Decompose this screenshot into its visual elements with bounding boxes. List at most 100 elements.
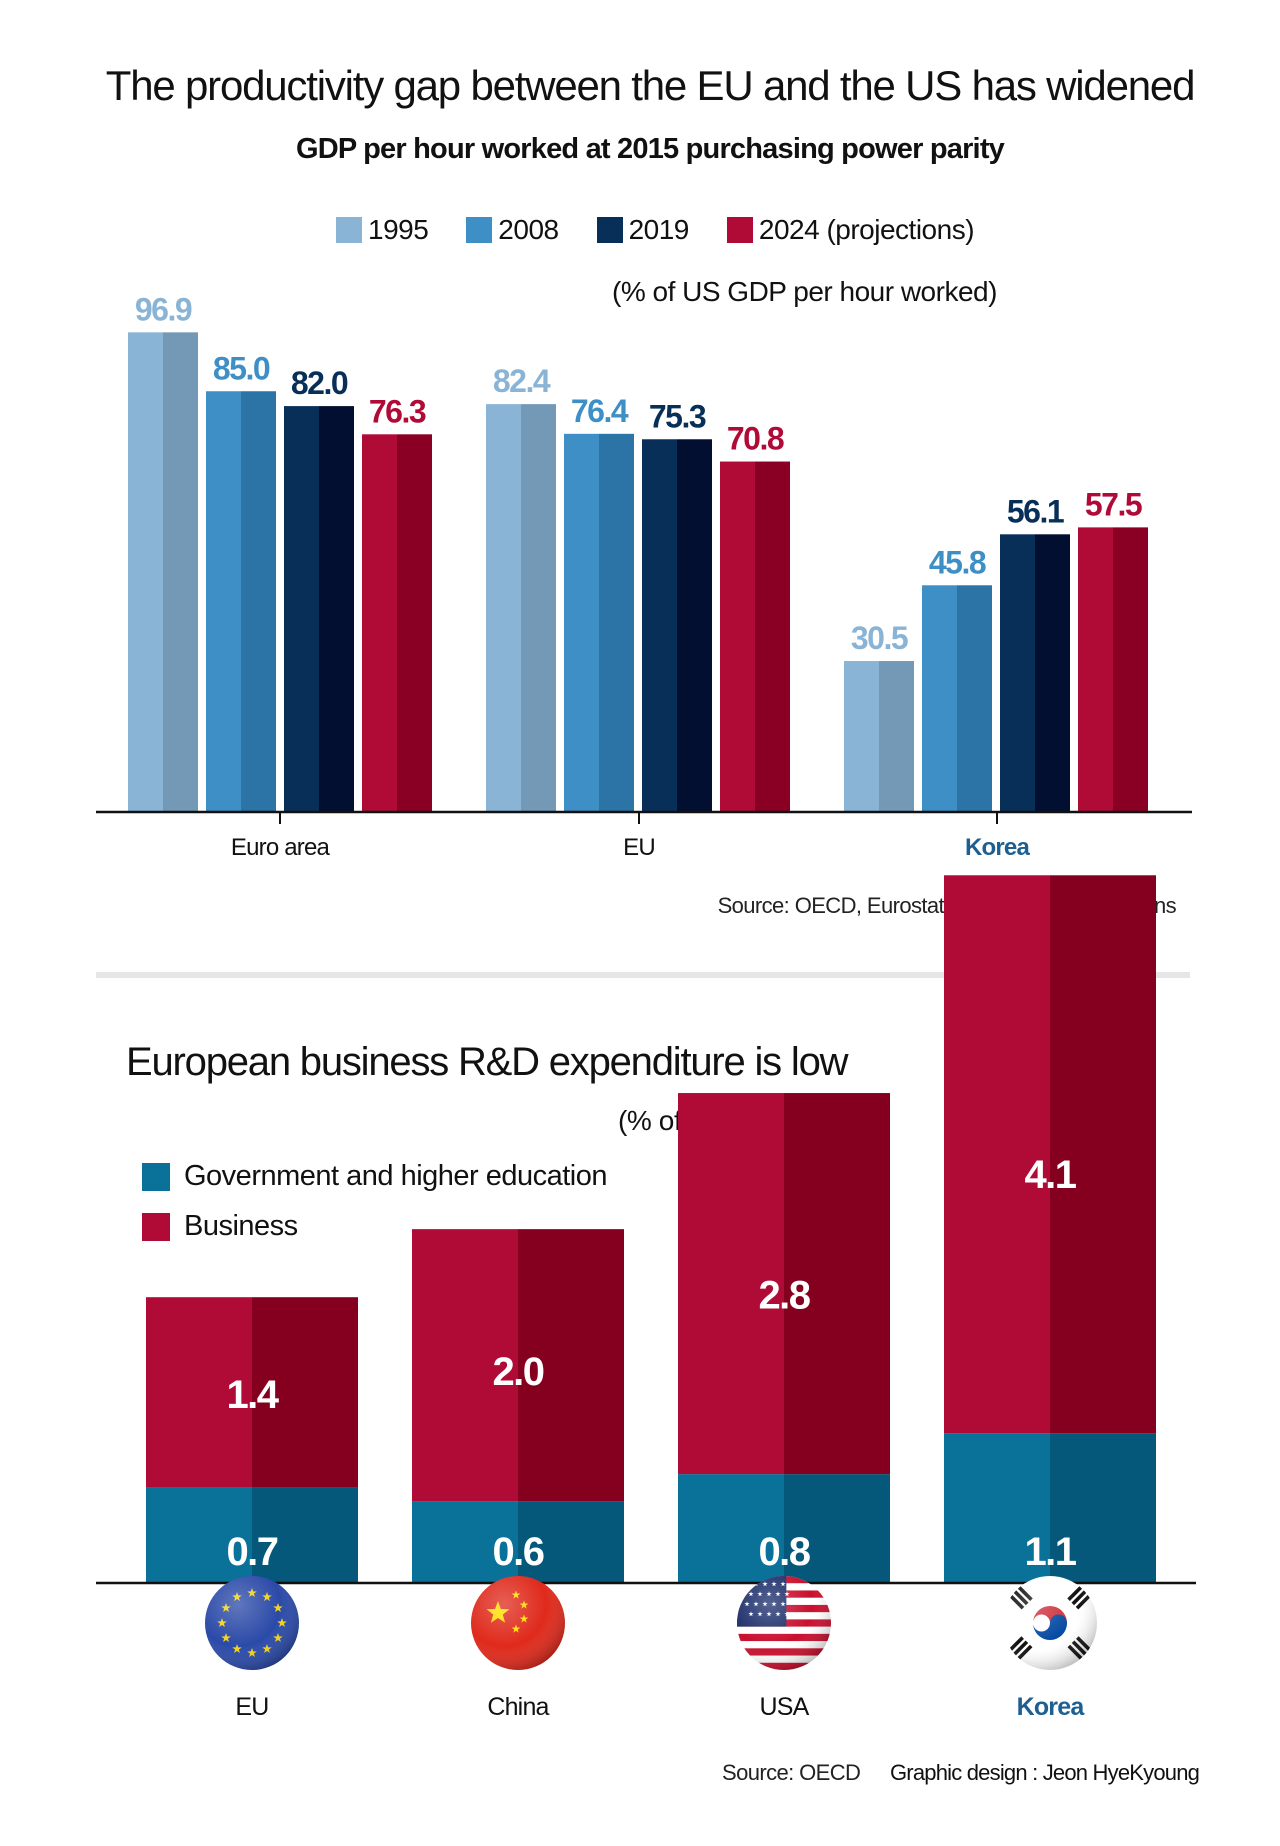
data-label: 76.3 <box>369 393 426 429</box>
bar-eu-2019 <box>642 439 712 812</box>
bar-face <box>206 391 241 812</box>
bar-shade <box>1050 1433 1156 1583</box>
bar-face <box>412 1229 518 1502</box>
eu-flag-icon <box>205 1576 299 1670</box>
data-label: 57.5 <box>1085 486 1142 522</box>
legend-swatch <box>336 217 362 243</box>
bar-shade <box>784 1474 890 1583</box>
bar-shade <box>599 433 634 812</box>
china-flag-icon <box>471 1576 565 1670</box>
bar-shade <box>1050 875 1156 1434</box>
data-label: 56.1 <box>1007 493 1064 529</box>
bar-shade <box>879 661 914 812</box>
bar-eu-business <box>146 1297 358 1488</box>
legend-item-business: Business <box>142 1210 298 1243</box>
legend-swatch <box>142 1212 170 1241</box>
bar-shade <box>957 585 992 812</box>
bar-eu-2024-projections <box>720 461 790 812</box>
legend-label: 1995 <box>368 214 429 245</box>
legend-label: 2024 (projections) <box>758 214 975 245</box>
bar-euro-area-2008 <box>206 391 276 812</box>
bar-face <box>944 875 1050 1434</box>
bar-shade <box>518 1229 624 1502</box>
bar-face <box>1078 527 1113 812</box>
x-tick-label: EU <box>623 834 655 861</box>
x-tick-label: USA <box>759 1693 809 1721</box>
chart1-subtitle: GDP per hour worked at 2015 purchasing p… <box>295 133 1005 165</box>
data-label: 0.8 <box>758 1530 810 1574</box>
bar-china-business <box>412 1229 624 1502</box>
usa-flag-icon <box>737 1576 831 1670</box>
x-tick-label: China <box>487 1693 549 1721</box>
bar-face <box>642 439 677 812</box>
chart1-legend: 1995 2008 2019 2024 (projections) <box>336 210 1012 250</box>
data-label: 1.4 <box>226 1373 279 1417</box>
bar-korea-business <box>944 875 1156 1434</box>
bar-usa-government-and-higher-education <box>678 1474 890 1583</box>
legend-label: 2019 <box>628 214 690 245</box>
bar-shade <box>241 391 276 812</box>
legend-swatch <box>142 1162 170 1191</box>
data-label: 85.0 <box>213 350 270 386</box>
bar-face <box>564 433 599 812</box>
legend-label: Government and higher education <box>184 1160 608 1192</box>
data-label: 2.0 <box>492 1350 543 1394</box>
bar-face <box>486 404 521 812</box>
bar-face <box>844 661 879 812</box>
bar-face <box>412 1501 518 1583</box>
bar-euro-area-2019 <box>284 406 354 812</box>
data-label: 0.7 <box>226 1530 277 1574</box>
graphic-credit: Graphic design : Jeon HyeKyoung <box>890 1760 1200 1785</box>
bar-korea-2024-projections <box>1078 527 1148 812</box>
data-label: 76.4 <box>571 393 629 429</box>
bar-korea-2019 <box>1000 534 1070 812</box>
bar-shade <box>755 461 790 812</box>
legend-item-government: Government and higher education <box>142 1160 608 1193</box>
data-label: 75.3 <box>649 398 706 434</box>
x-tick-label: Korea <box>965 834 1030 861</box>
bar-face <box>284 406 319 812</box>
bar-eu-2008 <box>564 433 634 812</box>
bar-shade <box>784 1093 890 1475</box>
bar-shade <box>319 406 354 812</box>
bar-korea-1995 <box>844 661 914 812</box>
x-tick-label: Euro area <box>231 834 331 861</box>
bar-face <box>720 461 755 812</box>
bar-korea-2008 <box>922 585 992 812</box>
data-label: 2.8 <box>758 1274 810 1318</box>
bar-shade <box>518 1501 624 1583</box>
legend-label: Business <box>184 1210 298 1242</box>
bar-face <box>128 332 163 812</box>
bar-shade <box>521 404 556 812</box>
legend-swatch <box>596 217 623 243</box>
legend-swatch <box>726 217 753 243</box>
section-divider <box>96 972 1190 978</box>
legend-item-2019: 2019 <box>596 214 690 246</box>
bar-shade <box>163 332 198 812</box>
legend-label: 2008 <box>498 214 559 245</box>
bar-face <box>944 1433 1050 1583</box>
data-label: 70.8 <box>727 421 784 457</box>
chart2-source: Source: OECD <box>722 1760 861 1785</box>
x-tick-label: Korea <box>1017 1693 1086 1721</box>
bar-face <box>146 1487 252 1583</box>
data-label: 96.9 <box>135 291 192 327</box>
legend-item-1995: 1995 <box>336 214 429 246</box>
legend-swatch <box>466 217 493 243</box>
legend-item-2024: 2024 (projections) <box>726 214 975 246</box>
bar-face <box>362 434 397 812</box>
x-tick-label: EU <box>235 1693 268 1721</box>
chart1-title: The productivity gap between the EU and … <box>105 62 1196 109</box>
korea-flag-icon <box>1003 1576 1097 1670</box>
bar-china-government-and-higher-education <box>412 1501 624 1583</box>
bar-shade <box>397 434 432 812</box>
bar-face <box>678 1474 784 1583</box>
bar-eu-government-and-higher-education <box>146 1487 358 1583</box>
bar-usa-business <box>678 1093 890 1475</box>
bar-shade <box>677 439 712 812</box>
bar-shade <box>1113 527 1148 812</box>
data-label: 45.8 <box>929 544 986 580</box>
data-label: 30.5 <box>851 620 908 656</box>
data-label: 1.1 <box>1024 1530 1076 1574</box>
